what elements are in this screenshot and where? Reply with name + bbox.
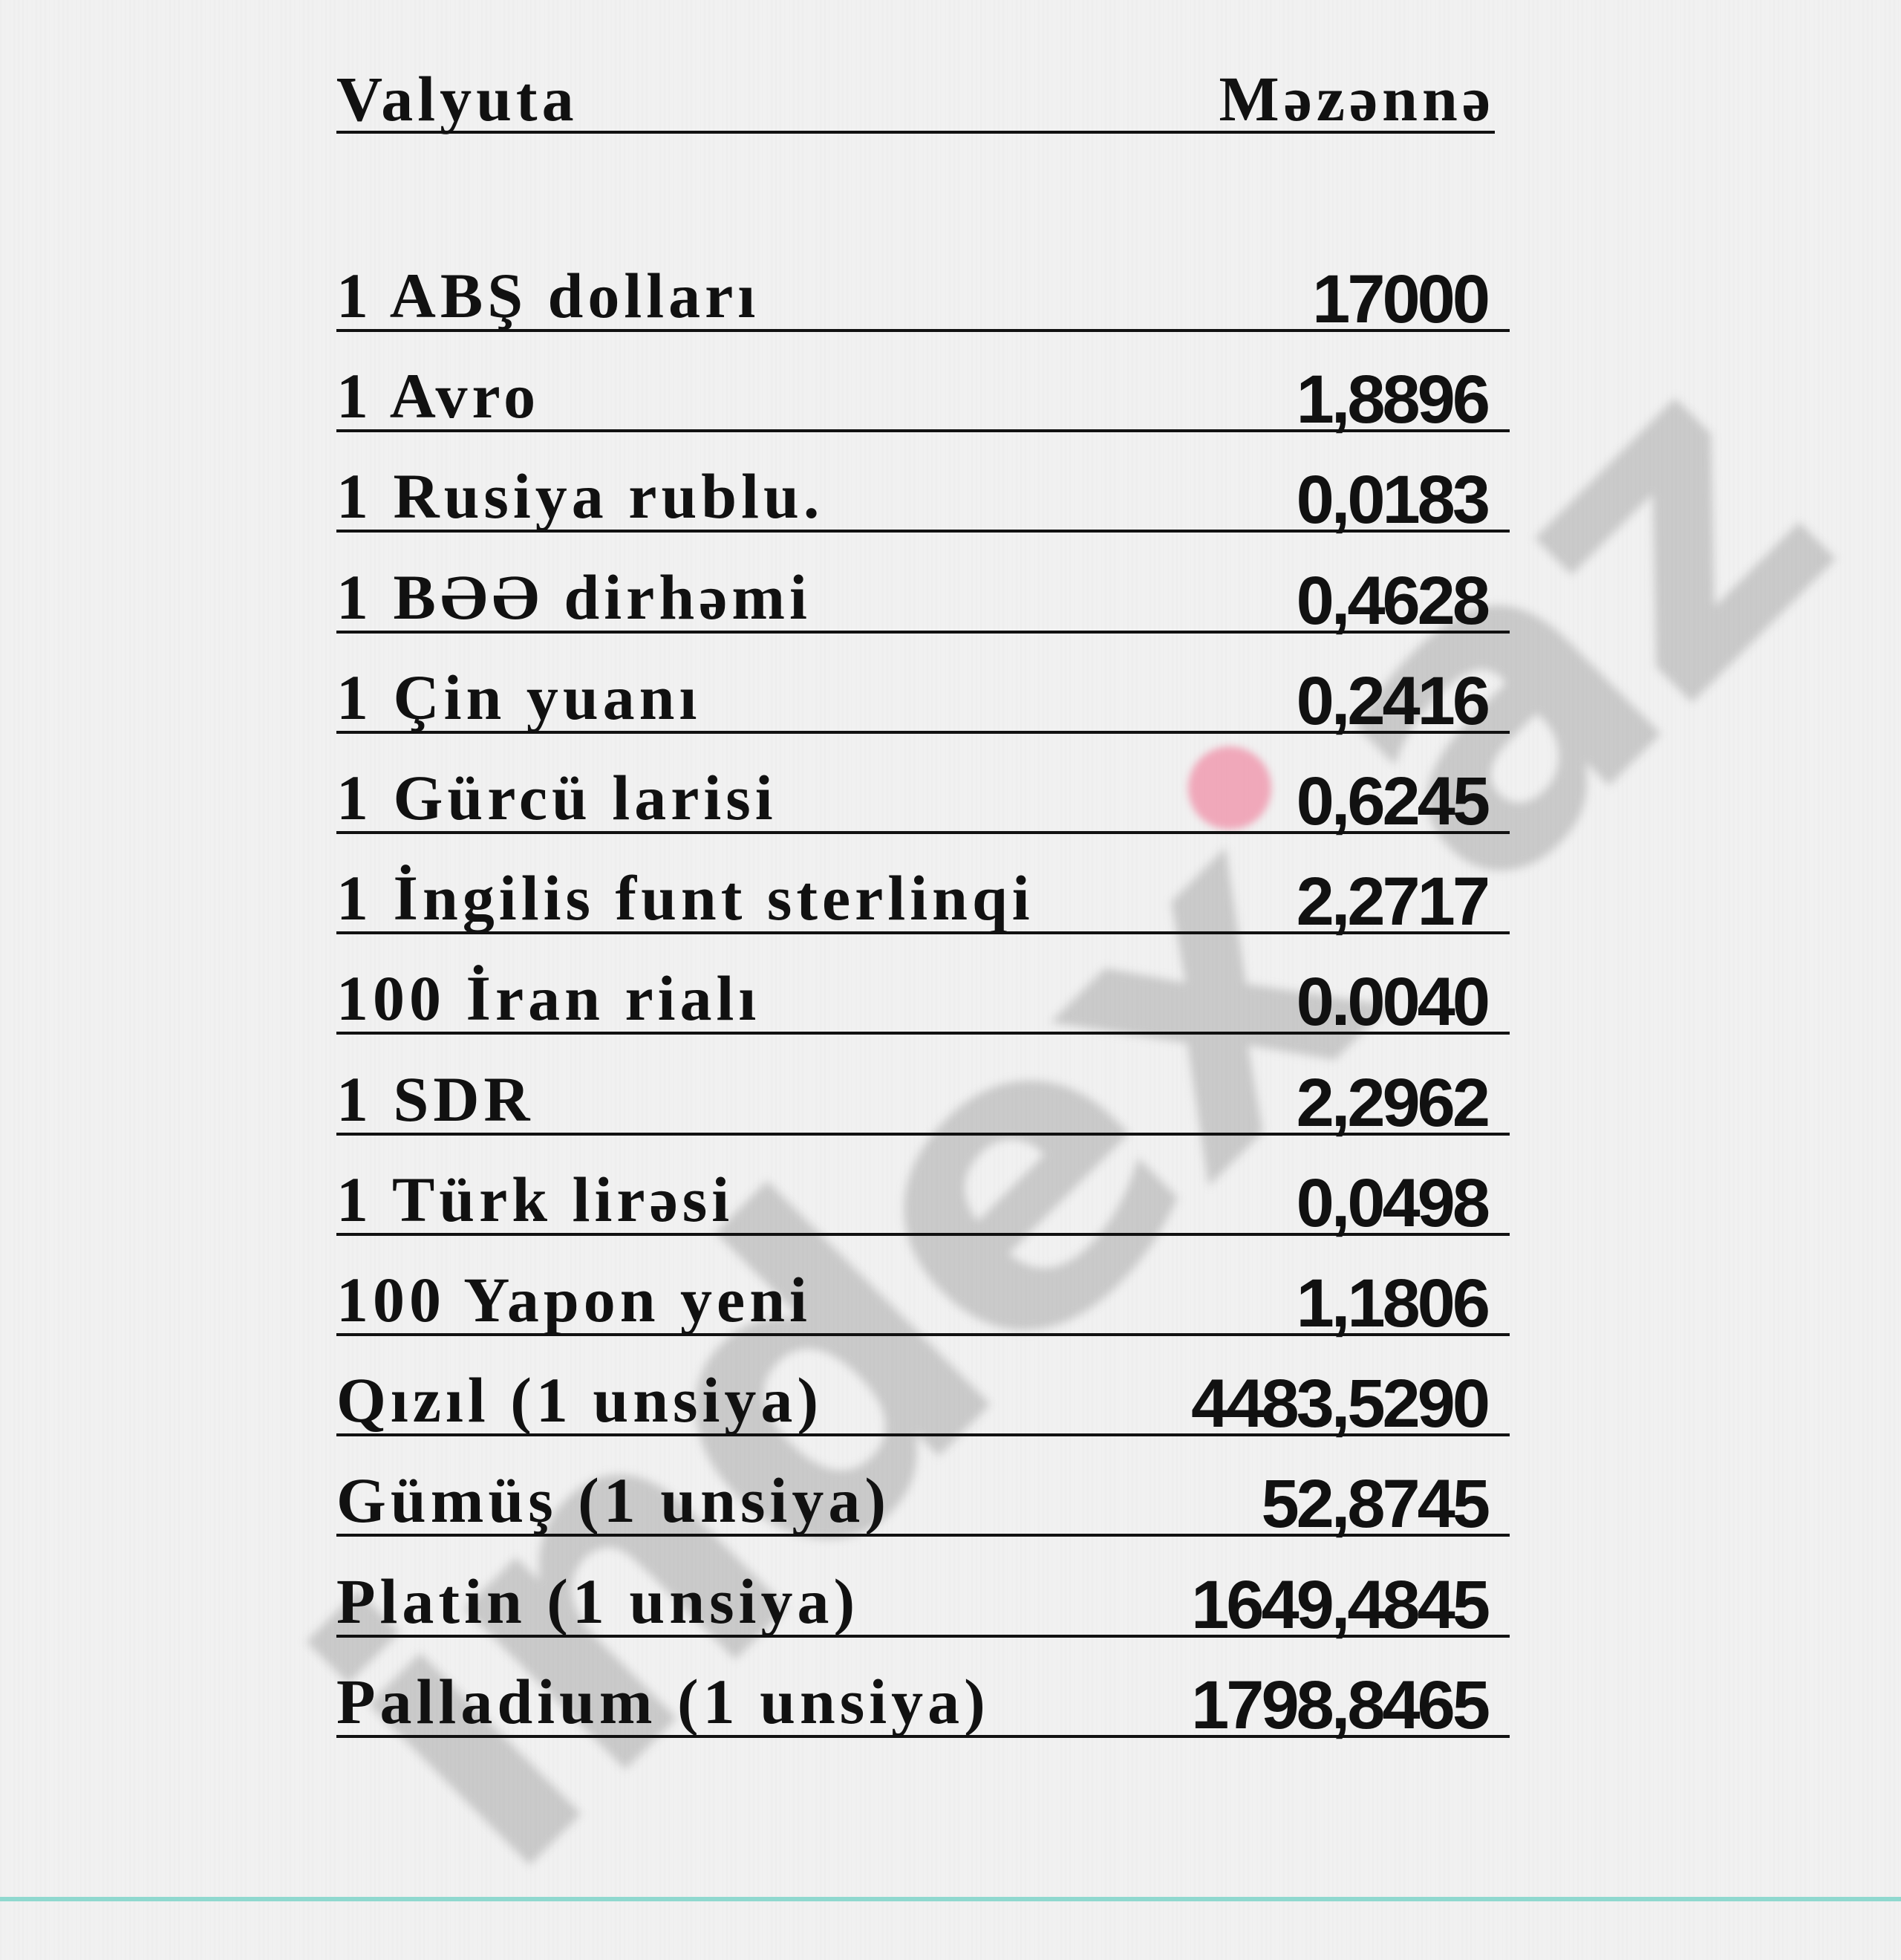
table-row: 1 Avro 1,8896 [336,340,1510,438]
rate-value: 2,2717 [1296,864,1490,940]
rate-value: 0,2416 [1296,662,1490,739]
currency-name: Qızıl (1 unsiya) [336,1364,824,1436]
table-row: Gümüş (1 unsiya) 52,8745 [336,1445,1510,1543]
table-row: 1 BƏƏ dirhəmi 0,4628 [336,541,1510,639]
table-row: 1 Türk lirəsi 0,0498 [336,1144,1510,1241]
table-row: 1 Rusiya rublu. 0,0183 [336,440,1510,538]
table-row: Qızıl (1 unsiya) 4483,5290 [336,1344,1510,1442]
table-row: 100 Yapon yeni 1,1806 [336,1244,1510,1341]
rate-value: 0,0498 [1296,1165,1490,1241]
rate-value: 2,2962 [1296,1064,1490,1141]
currency-name: 100 İran rialı [336,963,761,1035]
currency-name: 1 Avro [336,360,541,432]
currency-name: 100 Yapon yeni [336,1264,812,1335]
rate-value: 0.0040 [1296,964,1490,1041]
rate-value: 4483,5290 [1191,1366,1490,1442]
table-row: 1 ABŞ dolları 17000 [336,240,1510,337]
currency-name: Platin (1 unsiya) [336,1565,860,1637]
header-rate: Məzənnə [1219,63,1495,134]
table-row: 1 Çin yuanı 0,2416 [336,642,1510,739]
table-header: Valyuta Məzənnə [336,59,1495,134]
table-row: 1 İngilis funt sterlinqi 2,2717 [336,842,1510,940]
currency-name: Palladium (1 unsiya) [336,1665,990,1737]
currency-name: 1 Rusiya rublu. [336,460,824,533]
currency-name: 1 Gürcü larisi [336,762,777,833]
rate-value: 0,0183 [1296,462,1490,538]
header-currency: Valyuta [336,63,578,134]
rate-value: 1798,8465 [1191,1667,1490,1743]
rate-value: 0,6245 [1296,764,1490,839]
table-row: 100 İran rialı 0.0040 [336,942,1510,1041]
currency-name: 1 SDR [336,1063,535,1135]
rate-value: 17000 [1312,261,1490,337]
watermark-dot [1188,746,1271,830]
currency-name: 1 Türk lirəsi [336,1163,734,1235]
rate-value: 0,4628 [1296,562,1490,639]
rate-value: 1,8896 [1296,362,1490,438]
currency-name: 1 Çin yuanı [336,661,702,733]
table-row: 1 Gürcü larisi 0,6245 [336,742,1510,839]
rate-value: 1,1806 [1296,1266,1490,1341]
currency-name: Gümüş (1 unsiya) [336,1465,890,1537]
currency-name: 1 BƏƏ dirhəmi [336,561,812,633]
table-row: Palladium (1 unsiya) 1798,8465 [336,1646,1510,1743]
table-row: Platin (1 unsiya) 1649,4845 [336,1546,1510,1643]
rate-value: 52,8745 [1261,1466,1490,1543]
currency-name: 1 İngilis funt sterlinqi [336,862,1034,934]
table-row: 1 SDR 2,2962 [336,1044,1510,1141]
bottom-border [0,1897,1901,1901]
rate-value: 1649,4845 [1191,1566,1490,1643]
currency-name: 1 ABŞ dolları [336,260,760,331]
